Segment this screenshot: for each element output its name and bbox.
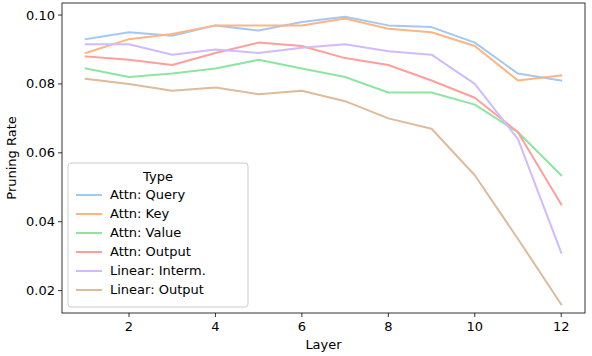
y-tick-label: 0.08 [26,76,55,91]
legend: Type Attn: Query Attn: Key Attn: Value Attn:… [68,163,248,307]
x-tick [128,313,129,317]
y-tick [58,221,62,222]
y-tick [58,290,62,291]
y-tick-label: 0.04 [26,214,55,229]
x-tick [301,313,302,317]
x-axis-label: Layer [305,337,342,352]
series-line [86,19,561,81]
legend-label: Linear: Output [110,282,204,297]
legend-swatch [76,213,102,215]
x-tick [215,313,216,317]
x-tick-label: 6 [298,319,306,334]
x-tick [474,313,475,317]
x-tick-label: 4 [211,319,219,334]
y-tick [58,152,62,153]
y-tick-label: 0.10 [26,8,55,23]
chart: 2 4 6 8 10 12 0.02 0.04 0.06 0.08 0.10 Layer Pruning… [0,0,592,356]
y-axis-label: Pruning Rate [4,116,19,199]
x-tick [388,313,389,317]
x-tick-label: 10 [467,319,484,334]
legend-swatch [76,232,102,234]
legend-label: Attn: Key [110,206,169,221]
y-tick-label: 0.02 [26,283,55,298]
y-tick [58,15,62,16]
legend-box [68,163,248,307]
legend-label: Attn: Query [110,187,185,202]
legend-swatch [76,251,102,253]
legend-label: Attn: Value [110,225,181,240]
plot-frame [62,3,585,313]
series-line [86,43,561,205]
series-line [86,17,561,81]
legend-label: Linear: Interm. [110,263,206,278]
legend-title: Type [142,169,173,184]
legend-label: Attn: Output [110,244,191,259]
x-tick-label: 12 [553,319,570,334]
legend-swatch [76,194,102,196]
legend-swatch [76,289,102,291]
series-line [86,79,561,305]
x-tick-label: 8 [384,319,392,334]
x-tick-label: 2 [125,319,133,334]
series-line [86,60,561,175]
y-tick-label: 0.06 [26,145,55,160]
y-tick [58,83,62,84]
legend-swatch [76,270,102,272]
x-tick [561,313,562,317]
